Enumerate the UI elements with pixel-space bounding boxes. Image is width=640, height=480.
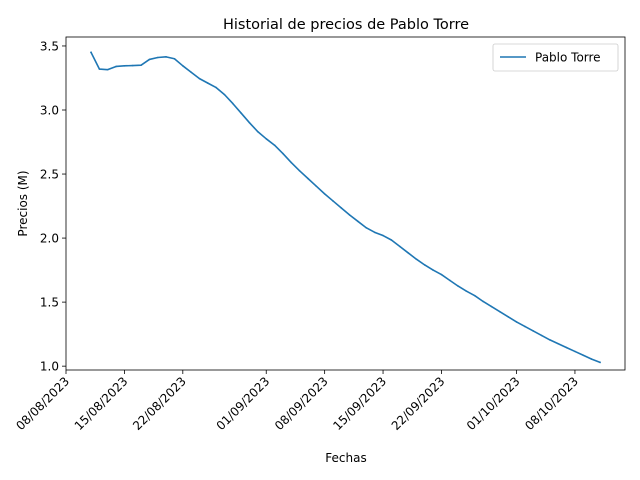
legend-box bbox=[492, 43, 619, 72]
data-point bbox=[106, 68, 109, 71]
data-point bbox=[532, 330, 535, 332]
data-point bbox=[240, 112, 243, 115]
data-point bbox=[156, 56, 159, 59]
y-axis: 1.0 1.5 2.0 2.5 3.0 3.5 bbox=[40, 39, 66, 373]
data-point bbox=[440, 273, 443, 276]
data-point bbox=[582, 354, 585, 357]
data-point bbox=[515, 321, 518, 323]
data-point bbox=[457, 285, 459, 287]
y-tick-label: 3.5 bbox=[40, 39, 59, 53]
legend-label: Pablo Torre bbox=[535, 51, 601, 65]
chart-title: Historial de precios de Pablo Torre bbox=[223, 17, 469, 33]
data-point bbox=[348, 214, 351, 216]
data-point bbox=[215, 86, 217, 89]
data-point bbox=[540, 334, 543, 337]
data-point bbox=[140, 64, 142, 66]
data-point bbox=[90, 51, 92, 54]
data-point bbox=[407, 252, 409, 254]
data-point bbox=[123, 65, 126, 67]
data-point bbox=[340, 207, 343, 209]
data-point bbox=[423, 264, 426, 266]
y-tick-label: 3.0 bbox=[40, 103, 59, 117]
x-axis-label: Fechas bbox=[325, 451, 366, 465]
y-tick-label: 2.0 bbox=[40, 231, 59, 245]
data-point bbox=[490, 305, 493, 308]
y-tick-label: 1.5 bbox=[40, 295, 59, 309]
data-point bbox=[415, 258, 418, 261]
data-point bbox=[590, 358, 593, 360]
data-point bbox=[549, 339, 551, 341]
data-point bbox=[265, 138, 268, 140]
data-point bbox=[148, 58, 151, 61]
data-point bbox=[315, 185, 318, 188]
data-point bbox=[474, 294, 476, 297]
data-point bbox=[365, 227, 368, 229]
legend: Pablo Torre bbox=[492, 43, 619, 72]
data-point bbox=[373, 231, 376, 234]
data-point bbox=[173, 57, 176, 60]
data-point bbox=[290, 161, 293, 164]
data-point bbox=[273, 144, 276, 147]
data-point bbox=[165, 56, 167, 58]
data-point bbox=[223, 93, 226, 96]
series-line-0 bbox=[89, 51, 602, 364]
data-point bbox=[574, 350, 576, 353]
data-point bbox=[298, 170, 301, 172]
data-point bbox=[398, 245, 401, 248]
data-point bbox=[448, 279, 451, 282]
data-point bbox=[390, 239, 393, 241]
data-point bbox=[98, 68, 101, 70]
data-point bbox=[232, 102, 234, 105]
data-point bbox=[207, 82, 209, 84]
data-point bbox=[190, 71, 192, 74]
data-point bbox=[432, 269, 434, 271]
data-point bbox=[382, 234, 384, 237]
data-point bbox=[524, 325, 526, 328]
data-point bbox=[131, 64, 134, 67]
data-point bbox=[323, 193, 326, 195]
data-point bbox=[257, 130, 259, 133]
data-point bbox=[465, 290, 468, 293]
y-tick-label: 1.0 bbox=[40, 359, 59, 373]
data-point bbox=[248, 122, 251, 124]
series-layer bbox=[89, 51, 602, 364]
plot-frame bbox=[65, 36, 626, 371]
data-point bbox=[115, 65, 117, 68]
data-point bbox=[557, 342, 560, 345]
data-point bbox=[198, 77, 201, 80]
data-point bbox=[182, 65, 184, 67]
y-tick-label: 2.5 bbox=[40, 167, 59, 181]
data-point bbox=[482, 300, 484, 303]
data-point bbox=[332, 200, 334, 202]
data-point bbox=[507, 316, 509, 318]
data-point bbox=[599, 361, 601, 364]
data-point bbox=[357, 220, 359, 223]
y-axis-label: Precios (M) bbox=[16, 170, 30, 236]
data-point bbox=[499, 310, 501, 313]
data-point bbox=[565, 346, 568, 349]
plot-background bbox=[66, 37, 625, 370]
data-point bbox=[307, 177, 309, 180]
data-point bbox=[282, 152, 284, 155]
